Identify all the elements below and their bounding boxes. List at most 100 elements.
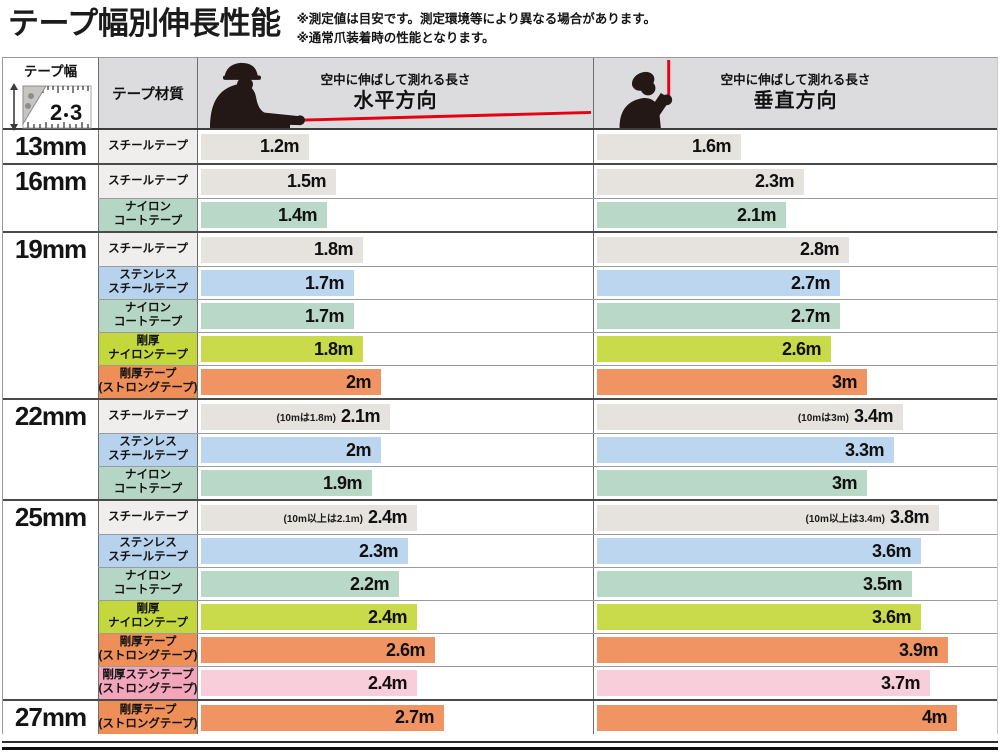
- width-group-rows: スチールテープ 1.5m 2.3m ナイロン コートテープ 1.4m 2.1m: [98, 165, 997, 231]
- material-label-line: ステンレス: [119, 537, 177, 550]
- note-line-1: ※測定値は目安です。測定環境等により異なる場合があります。: [296, 12, 657, 26]
- horizontal-measure-cell: 2.2m: [198, 568, 593, 600]
- width-group-rows: スチールテープ (10mは1.8m) 2.1m (10mは3m) 3.4m ステンレス スチ…: [98, 400, 997, 499]
- tape-width-label: 13mm: [14, 131, 87, 161]
- table-row: スチールテープ (10mは1.8m) 2.1m (10mは3m) 3.4m: [98, 400, 997, 433]
- horizontal-bar: 1.9m: [201, 470, 372, 496]
- table-row: 剛厚 ナイロンテープ 2.4m 3.6m: [98, 600, 997, 633]
- vertical-bar: 2.6m: [597, 336, 831, 362]
- vertical-measure-cell: 3.6m: [593, 601, 997, 633]
- horizontal-bar: 1.5m: [201, 168, 336, 195]
- vertical-bar-value: 3.7m: [880, 672, 921, 693]
- material-label-line: スチールテープ: [108, 409, 188, 422]
- vertical-bar: 3.6m: [597, 604, 921, 630]
- vertical-header-caption: 空中に伸ばして測れる長さ 垂直方向: [721, 72, 871, 114]
- vertical-bar: 3m: [597, 470, 867, 496]
- horizontal-measure-cell: 2.4m: [198, 601, 593, 633]
- material-cell: 剛厚テープ (ストロングテープ): [98, 701, 198, 734]
- horizontal-measuring-person-icon: [210, 62, 592, 128]
- material-label-line: スチールテープ: [108, 551, 188, 563]
- width-group-25mm: 25mm スチールテープ (10m以上は2.1m) 2.4m (10m以上は3.4m) 3…: [3, 499, 997, 699]
- horizontal-bar-note: (10m以上は2.1m): [283, 514, 363, 525]
- vertical-bar: 2.1m: [597, 202, 786, 228]
- horizontal-measure-cell: 2.3m: [198, 535, 593, 567]
- width-group-rows: スチールテープ 1.8m 2.8m ステンレス スチールテープ 1.7m 2.7m ナイロンコ…: [98, 233, 997, 398]
- header-tape-material: テープ材質: [98, 58, 198, 128]
- vertical-bar-value: 2.1m: [736, 204, 777, 225]
- vertical-bar-value: 2.3m: [754, 171, 795, 191]
- horizontal-bar: (10m以上は2.1m) 2.4m: [201, 504, 417, 531]
- width-group-22mm: 22mm スチールテープ (10mは1.8m) 2.1m (10mは3m) 3.4m ステン…: [3, 398, 997, 499]
- vertical-measure-cell: 3.9m: [593, 634, 997, 666]
- material-cell: スチールテープ: [98, 233, 198, 266]
- table-row: 剛厚テープ (ストロングテープ) 2m 3m: [98, 365, 997, 398]
- horizontal-bar: 2m: [201, 437, 381, 463]
- material-cell: スチールテープ: [98, 501, 198, 534]
- horizontal-header-caption: 空中に伸ばして測れる長さ 水平方向: [321, 72, 471, 114]
- material-cell: ステンレス スチールテープ: [98, 535, 198, 567]
- material-cell: ナイロン コートテープ: [98, 467, 198, 499]
- material-label-line: (ストロングテープ): [98, 650, 198, 662]
- horizontal-bar: 2.6m: [201, 637, 435, 663]
- horizontal-bar-value: 2.6m: [385, 639, 426, 660]
- vertical-measure-cell: 2.7m: [593, 300, 997, 332]
- horizontal-bar-value: 1.8m: [313, 239, 354, 259]
- vertical-bar-value: 2.6m: [781, 338, 822, 359]
- table-row: 剛厚テープ (ストロングテープ) 2.6m 3.9m: [98, 633, 997, 666]
- horizontal-bar-value: 2.1m: [340, 406, 381, 426]
- material-label-line: 剛厚: [136, 335, 160, 348]
- horizontal-measure-cell: 1.4m: [198, 199, 593, 231]
- performance-table: テープ幅 2 3 テープ材質: [2, 57, 998, 734]
- horizontal-bar-value: 1.8m: [313, 338, 354, 359]
- vertical-measure-cell: 2.1m: [593, 199, 997, 231]
- width-group-13mm: 13mm スチールテープ 1.2m 1.6m: [3, 130, 997, 163]
- vertical-bar: 3.3m: [597, 437, 894, 463]
- vertical-measure-cell: (10m以上は3.4m) 3.8m: [593, 501, 997, 534]
- note-line-2: ※通常爪装着時の性能となります。: [296, 31, 495, 46]
- material-label-line: 剛厚テープ: [119, 368, 177, 381]
- material-label-line: ナイロン: [125, 302, 171, 315]
- vertical-bar-value: 3m: [831, 472, 858, 493]
- horizontal-measure-cell: 2.7m: [198, 701, 593, 734]
- horizontal-measure-cell: 1.9m: [198, 467, 593, 499]
- material-label-line: ナイロンテープ: [108, 349, 188, 361]
- vertical-bar-note: (10m以上は3.4m): [805, 514, 885, 525]
- header-tape-width: テープ幅 2 3: [3, 58, 98, 131]
- material-cell: スチールテープ: [98, 130, 198, 163]
- horizontal-measure-cell: 1.5m: [198, 165, 593, 198]
- vertical-bar-value: 3.9m: [898, 639, 939, 660]
- horizontal-measure-cell: (10mは1.8m) 2.1m: [198, 400, 593, 433]
- material-label-line: (ストロングテープ): [98, 382, 198, 394]
- horizontal-bar: 2.4m: [201, 670, 417, 696]
- material-cell: 剛厚 ナイロンテープ: [98, 333, 198, 365]
- material-label-line: (ストロングテープ): [98, 683, 198, 695]
- material-label-line: ナイロンテープ: [108, 617, 188, 629]
- vertical-bar-value: 3.4m: [853, 406, 894, 426]
- horizontal-bar-value: 2.2m: [349, 573, 390, 594]
- horizontal-caption-text: 空中に伸ばして測れる長さ: [320, 72, 471, 87]
- material-label-line: スチールテープ: [108, 510, 188, 523]
- material-label-line: コートテープ: [113, 215, 183, 227]
- table-row: 剛厚テープ (ストロングテープ) 2.7m 4m: [98, 701, 997, 734]
- vertical-bar-value: 2.7m: [790, 272, 831, 293]
- horizontal-bar-value: 2.4m: [367, 606, 408, 627]
- horizontal-bar-value: 1.5m: [286, 171, 327, 191]
- horizontal-bar: 1.8m: [201, 236, 363, 263]
- vertical-measuring-person-icon: [619, 59, 673, 128]
- horizontal-bar-value: 1.2m: [259, 136, 300, 156]
- vertical-bar-value: 3.8m: [889, 507, 930, 527]
- vertical-bar-value: 3.6m: [871, 540, 912, 561]
- material-cell: 剛厚ステンテープ (ストロングテープ): [98, 667, 198, 699]
- material-label-line: ナイロン: [125, 201, 171, 214]
- vertical-bar-value: 1.6m: [691, 136, 732, 156]
- horizontal-bar: 1.7m: [201, 303, 354, 329]
- horizontal-bar: 1.2m: [201, 133, 309, 160]
- width-group-rows: スチールテープ 1.2m 1.6m: [98, 130, 997, 163]
- material-label-line: スチールテープ: [108, 283, 188, 295]
- horizontal-bar-value: 1.4m: [277, 204, 318, 225]
- material-label-line: ナイロン: [125, 570, 171, 583]
- horizontal-bar: 2.7m: [201, 704, 444, 731]
- horizontal-measure-cell: 1.7m: [198, 300, 593, 332]
- horizontal-bar-value: 1.9m: [322, 472, 363, 493]
- table-row: 剛厚 ナイロンテープ 1.8m 2.6m: [98, 332, 997, 365]
